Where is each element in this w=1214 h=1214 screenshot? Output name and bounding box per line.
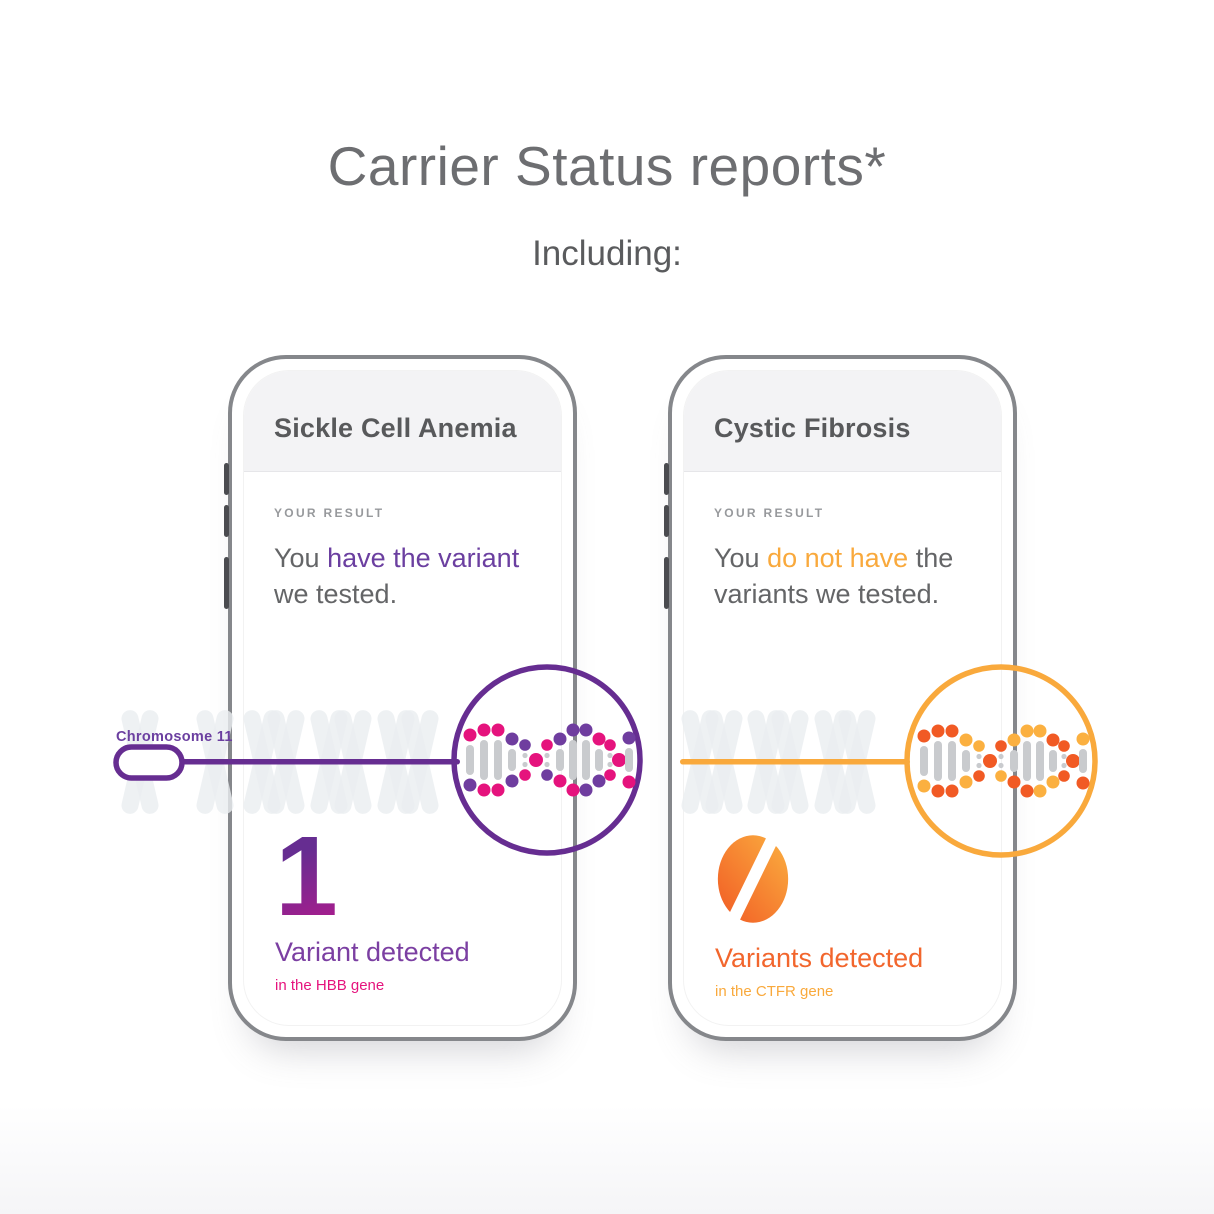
phone-sickle-cell-anemia: Sickle Cell Anemia YOUR RESULT You have … (224, 355, 577, 1041)
gene-caption: in the CTFR gene (715, 983, 834, 1000)
variant-count-zero-glyph: 0 (715, 823, 923, 935)
result-label: YOUR RESULT (274, 506, 385, 520)
result-text-highlight: have the variant (327, 543, 520, 573)
variant-count: 1 (275, 820, 470, 933)
volume-up-button (224, 463, 229, 495)
result-label: YOUR RESULT (714, 506, 825, 520)
power-button (664, 557, 669, 609)
page-subtitle: Including: (532, 234, 682, 273)
chromosome-11-label: Chromosome 11 (116, 729, 233, 745)
volume-up-button (664, 463, 669, 495)
report-title: Cystic Fibrosis (714, 412, 911, 443)
page-title: Carrier Status reports* (327, 135, 887, 197)
result-text-highlight: do not have (767, 543, 909, 573)
gene-caption: in the HBB gene (275, 977, 385, 994)
report-header: Sickle Cell Anemia (244, 371, 561, 472)
phone-screen: Sickle Cell Anemia YOUR RESULT You have … (244, 371, 561, 1025)
variant-summary: 1 Variant detected in the HBB gene (275, 820, 470, 995)
phone-screen: Cystic Fibrosis YOUR RESULT You do not h… (684, 371, 1001, 1025)
result-text-suffix: we tested. (274, 579, 398, 609)
report-title: Sickle Cell Anemia (274, 412, 517, 443)
result-text: You do not have the variants we tested. (714, 540, 962, 612)
chromosome-11-pill (113, 744, 185, 781)
variant-count-caption: Variants detected (715, 943, 924, 973)
volume-down-button (664, 505, 669, 537)
slashed-zero-icon (717, 823, 789, 935)
result-section: YOUR RESULT You do not have the variants… (684, 472, 1001, 612)
result-text: You have the variant we tested. (274, 540, 526, 612)
report-header: Cystic Fibrosis (684, 371, 1001, 472)
power-button (224, 557, 229, 609)
result-text-suffix: the variants we tested. (714, 543, 954, 609)
phone-cystic-fibrosis: Cystic Fibrosis YOUR RESULT You do not h… (664, 355, 1017, 1041)
result-section: YOUR RESULT You have the variant we test… (244, 472, 561, 612)
volume-down-button (224, 505, 229, 537)
variant-summary: 0 Variants detected in the CTFR gene (715, 823, 924, 1000)
result-text-prefix: You (714, 543, 768, 573)
result-text-prefix: You (274, 543, 328, 573)
variant-count-caption: Variant detected (275, 937, 470, 967)
